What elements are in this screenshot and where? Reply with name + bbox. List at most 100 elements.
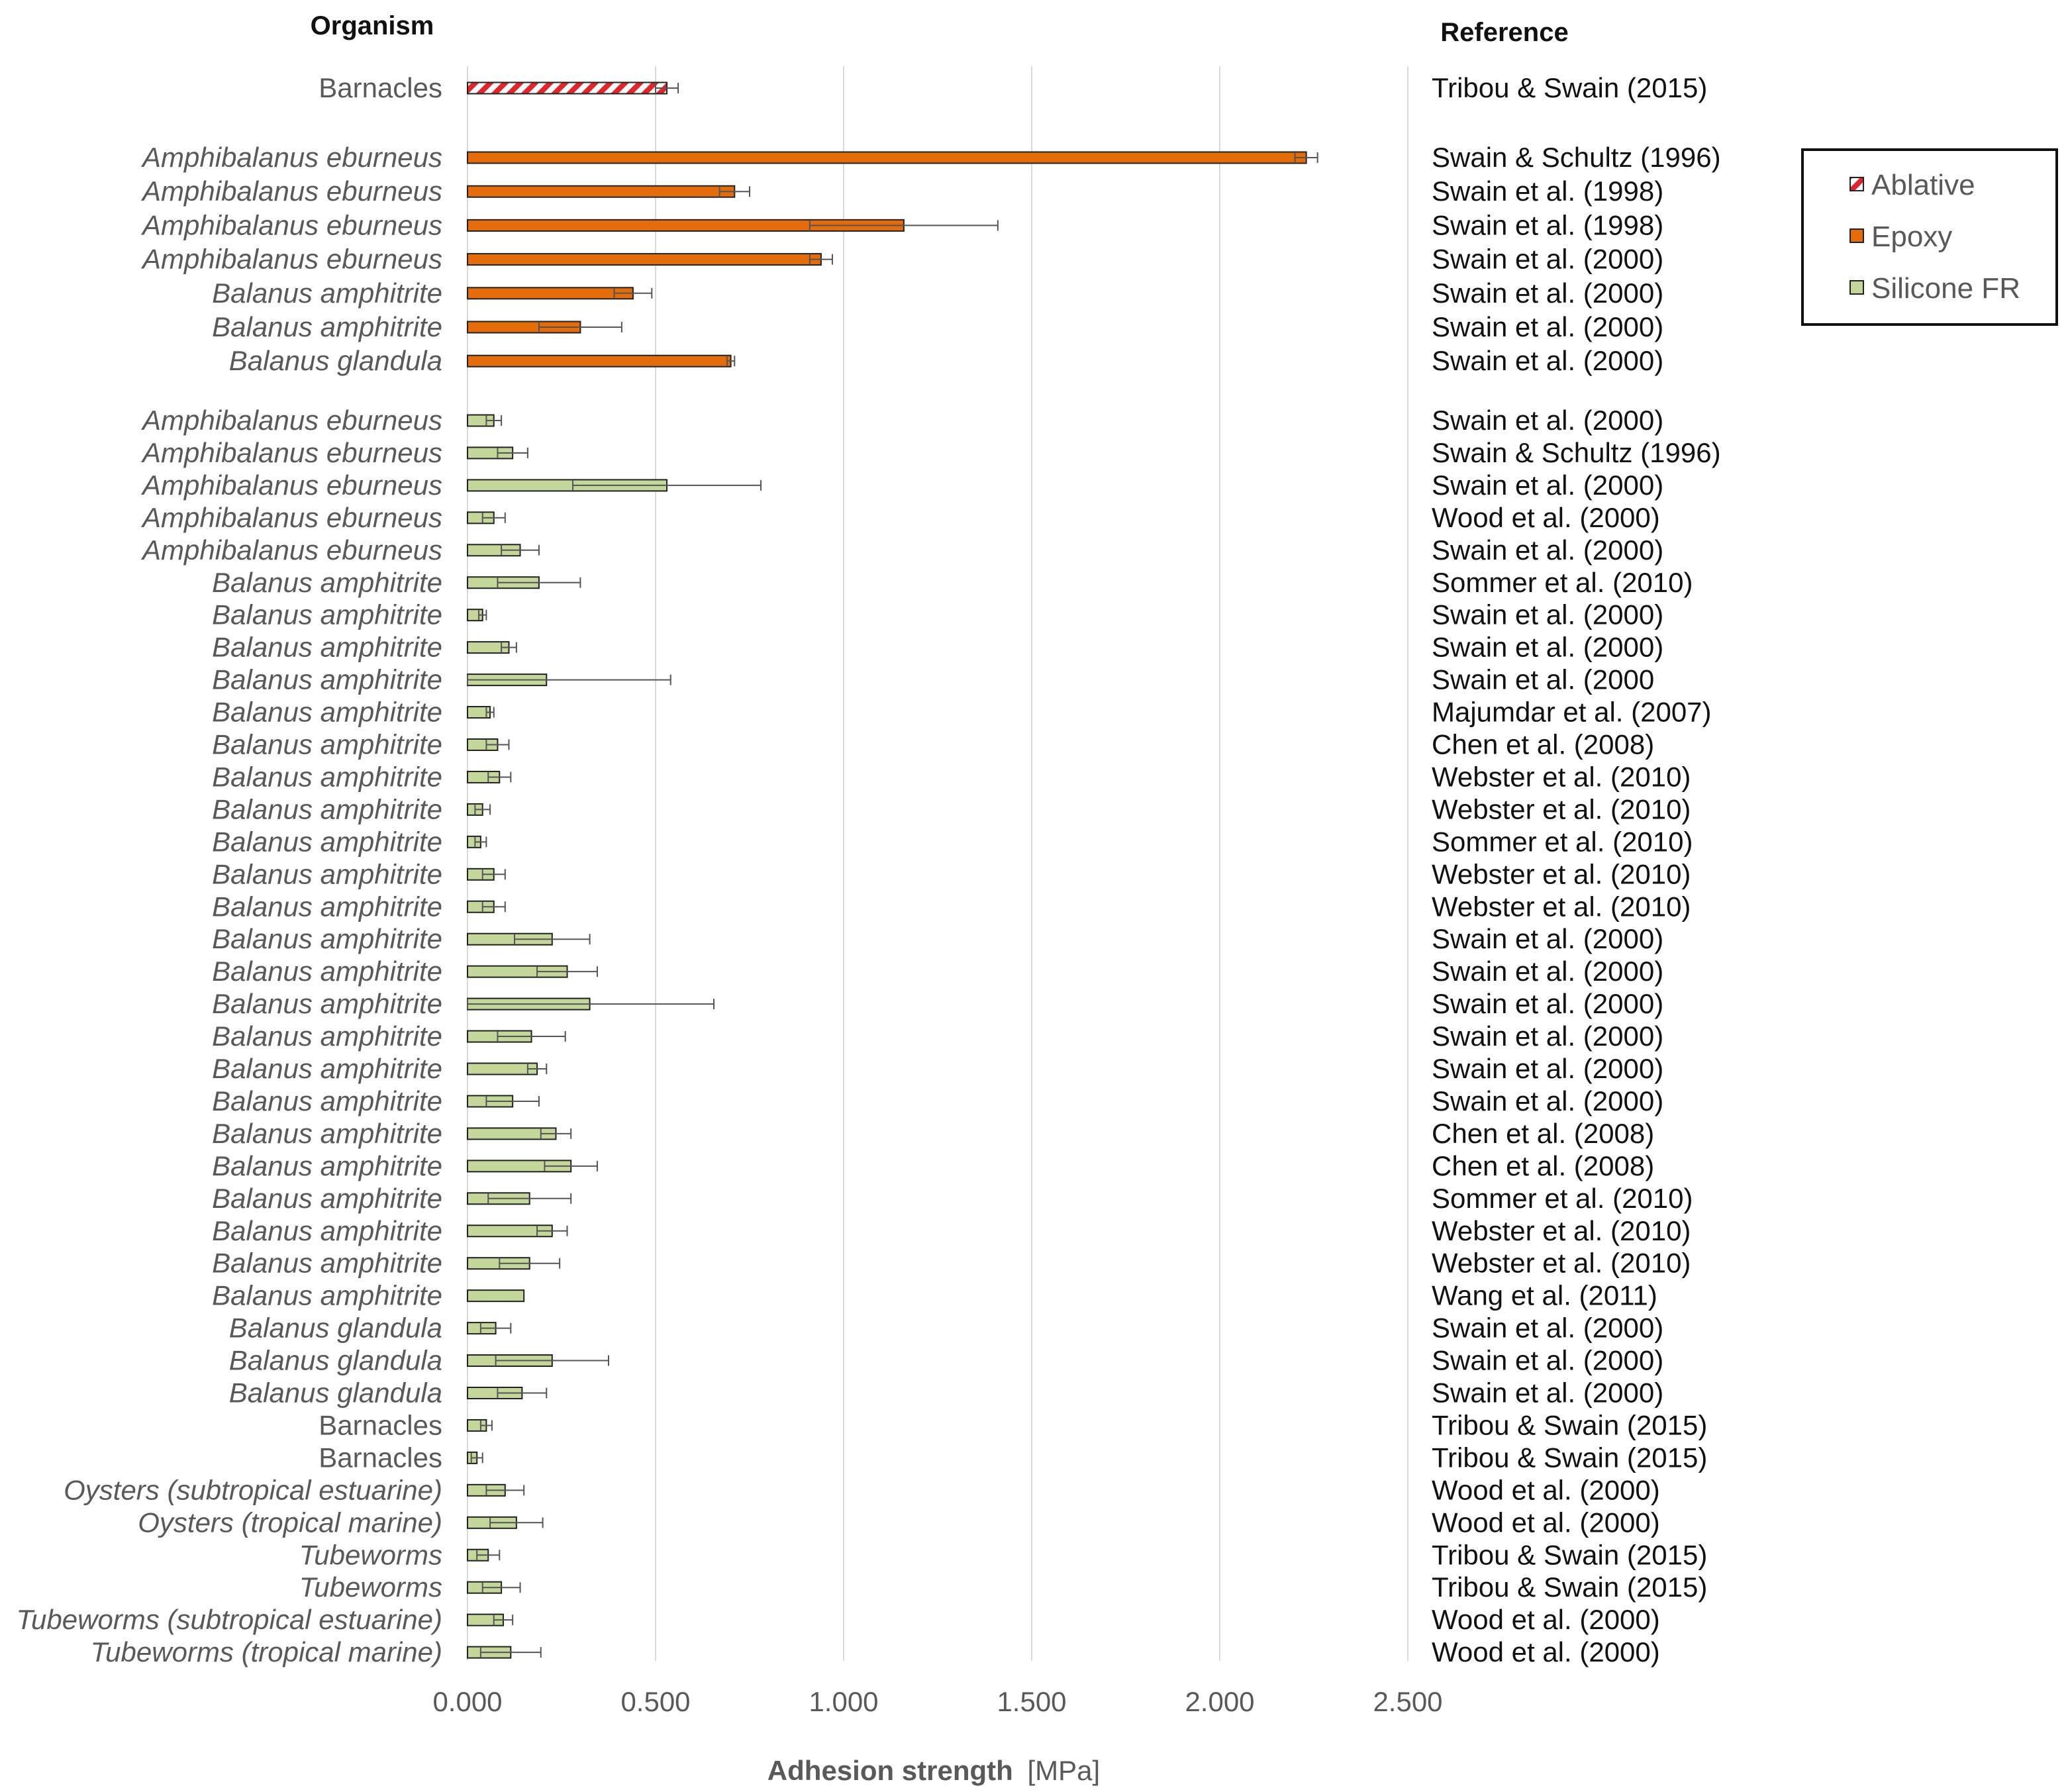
error-bar	[544, 1160, 598, 1171]
error-bar	[487, 772, 512, 783]
error-bar	[572, 479, 762, 491]
reference-label: Swain et al. (2000)	[1432, 311, 1663, 342]
organism-label: Balanus amphitrite	[212, 1183, 442, 1214]
organism-label: Oysters (tropical marine)	[138, 1507, 442, 1538]
organism-label: Balanus amphitrite	[212, 1020, 442, 1052]
reference-label: Webster et al. (2010)	[1432, 761, 1691, 792]
error-bar	[476, 1550, 501, 1561]
error-bar	[501, 642, 517, 653]
error-bar	[536, 1225, 568, 1236]
organism-label: Balanus amphitrite	[212, 826, 442, 857]
orange-square-icon	[1849, 228, 1864, 243]
organism-label: Barnacles	[319, 1409, 442, 1440]
reference-label: Wang et al. (2011)	[1432, 1280, 1657, 1311]
reference-column-header: Reference	[1440, 18, 1568, 47]
error-bar	[479, 1420, 493, 1431]
reference-label: Swain et al. (2000)	[1432, 599, 1663, 630]
reference-label: Webster et al. (2010)	[1432, 793, 1691, 824]
error-bar	[726, 356, 736, 367]
reference-label: Wood et al. (2000)	[1432, 1636, 1660, 1668]
organism-label: Balanus glandula	[229, 345, 442, 376]
error-bar	[478, 609, 487, 621]
reference-label: Webster et al. (2010)	[1432, 1248, 1691, 1279]
green-square-icon	[1849, 280, 1864, 295]
error-bar	[489, 1517, 544, 1528]
reference-label: Swain et al. (2000)	[1432, 405, 1663, 436]
error-bar	[479, 1647, 542, 1658]
organism-label: Balanus amphitrite	[212, 1280, 442, 1311]
error-bar	[470, 1452, 483, 1464]
legend: Ablative Epoxy Silicone FR	[1801, 148, 2058, 326]
organism-label: Barnacles	[319, 1442, 442, 1473]
reference-label: Tribou & Swain (2015)	[1432, 1442, 1707, 1473]
organism-label: Amphibalanus eburneus	[140, 502, 442, 533]
bar-silicone-fr	[467, 1062, 538, 1075]
error-bar	[536, 966, 598, 977]
organism-label: Balanus amphitrite	[212, 1248, 442, 1279]
hatched-square-icon	[1849, 177, 1864, 191]
error-bar	[495, 1355, 609, 1366]
organism-label: Tubeworms (tropical marine)	[91, 1636, 442, 1668]
organism-column-header: Organism	[311, 11, 434, 40]
reference-label: Webster et al. (2010)	[1432, 858, 1691, 889]
organism-label: Balanus glandula	[229, 1345, 442, 1376]
legend-label-epoxy: Epoxy	[1871, 221, 1952, 253]
error-bar	[809, 254, 833, 265]
reference-label: Wood et al. (2000)	[1432, 1604, 1660, 1635]
organism-label: Balanus amphitrite	[212, 277, 442, 309]
reference-label: Swain et al. (1998)	[1432, 175, 1663, 207]
organism-label: Balanus amphitrite	[212, 311, 442, 342]
error-bar	[481, 1582, 521, 1593]
reference-label: Chen et al. (2008)	[1432, 1118, 1654, 1149]
organism-label: Amphibalanus eburneus	[140, 437, 442, 468]
reference-label: Swain et al. (2000)	[1432, 1020, 1663, 1052]
reference-label: Tribou & Swain (2015)	[1432, 1539, 1707, 1570]
organism-label: Balanus amphitrite	[212, 891, 442, 922]
labels: 0.000 0.500 1.000 1.500 2.000 2.500 Barnacles T…	[17, 72, 1721, 1717]
organism-label: Balanus amphitrite	[212, 567, 442, 598]
error-bar	[1294, 152, 1318, 163]
reference-label: Swain et al. (2000)	[1432, 923, 1663, 954]
organism-label: Balanus glandula	[229, 1313, 442, 1344]
reference-label: Chen et al. (2008)	[1432, 1150, 1654, 1181]
error-bar	[467, 999, 715, 1010]
organism-label: Balanus amphitrite	[212, 988, 442, 1019]
reference-label: Sommer et al. (2010)	[1432, 1183, 1693, 1214]
bar-silicone-fr	[467, 1289, 525, 1303]
organism-label: Balanus amphitrite	[212, 793, 442, 824]
bars	[467, 81, 1318, 1659]
organism-label: Balanus amphitrite	[212, 1118, 442, 1149]
error-bar	[501, 544, 540, 556]
bar-epoxy	[467, 151, 1307, 164]
organism-label: Balanus amphitrite	[212, 1215, 442, 1246]
reference-label: Swain et al. (2000)	[1432, 1377, 1663, 1409]
reference-label: Swain et al. (2000)	[1432, 277, 1663, 309]
reference-label: Sommer et al. (2010)	[1432, 567, 1693, 598]
bar-epoxy	[467, 253, 822, 266]
bar-epoxy	[467, 287, 634, 300]
organism-label: Amphibalanus eburneus	[140, 142, 442, 173]
organism-label: Amphibalanus eburneus	[140, 175, 442, 207]
error-bar	[481, 512, 506, 523]
x-tick-label: 0.000	[432, 1686, 502, 1717]
bar-ablative	[467, 81, 668, 95]
reference-label: Chen et al. (2008)	[1432, 729, 1654, 760]
organism-label: Amphibalanus eburneus	[140, 209, 442, 240]
organism-label: Balanus amphitrite	[212, 956, 442, 987]
organism-label: Tubeworms	[299, 1539, 442, 1570]
reference-label: Tribou & Swain (2015)	[1432, 1409, 1707, 1440]
error-bar	[481, 901, 506, 913]
organism-label: Amphibalanus eburneus	[140, 405, 442, 436]
reference-label: Swain et al. (2000)	[1432, 1313, 1663, 1344]
reference-label: Webster et al. (2010)	[1432, 1215, 1691, 1246]
x-tick-label: 0.500	[620, 1686, 690, 1717]
reference-label: Swain et al. (2000)	[1432, 244, 1663, 275]
reference-label: Swain et al. (2000)	[1432, 988, 1663, 1019]
reference-label: Majumdar et al. (2007)	[1432, 697, 1712, 728]
error-bar	[467, 674, 671, 685]
bar-epoxy	[467, 185, 736, 198]
error-bar	[485, 739, 510, 750]
reference-label: Swain et al. (2000)	[1432, 470, 1663, 501]
reference-label: Swain et al. (2000)	[1432, 956, 1663, 987]
